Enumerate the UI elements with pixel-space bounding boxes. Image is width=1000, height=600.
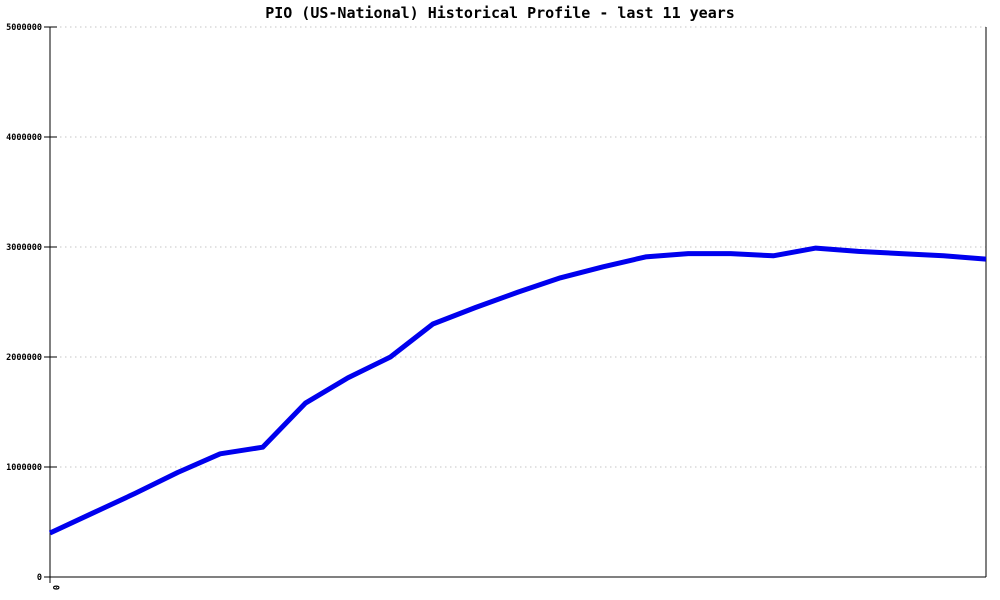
y-axis-label: 1000000 [6,463,42,473]
chart-title: PIO (US-National) Historical Profile - l… [265,4,735,22]
y-axis-label: 4000000 [6,133,42,143]
y-axis-label: 0 [37,573,42,583]
y-axis-label: 5000000 [6,23,42,33]
data-line [48,245,987,536]
y-axis-label: 3000000 [6,243,42,253]
x-axis-label: 0 [50,585,60,590]
y-axis-label: 2000000 [6,353,42,363]
